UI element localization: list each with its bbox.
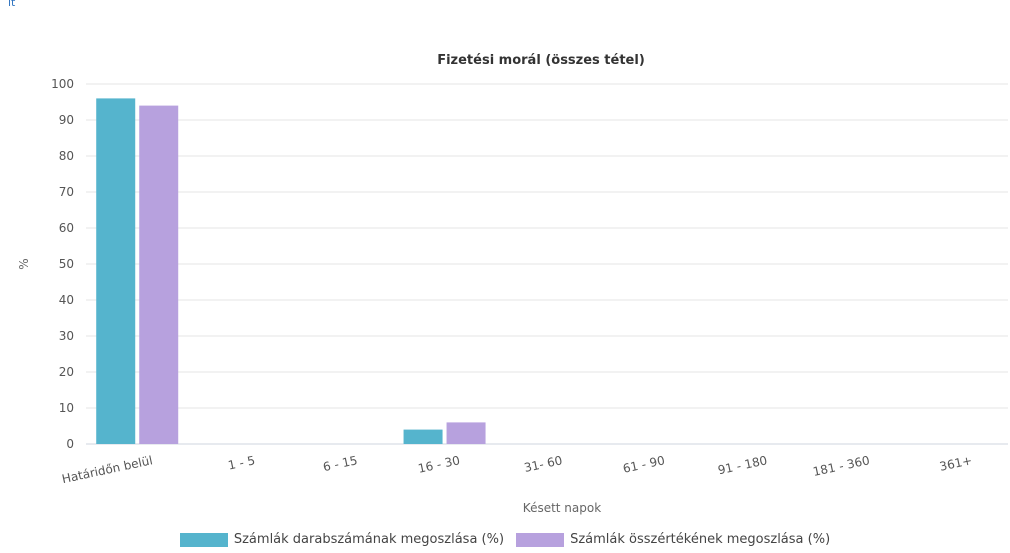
x-axis-label: Késett napok bbox=[523, 501, 601, 515]
y-tick-label-80: 80 bbox=[59, 149, 74, 163]
x-tick-label-0: Határidőn belül bbox=[61, 453, 154, 486]
y-tick-label-100: 100 bbox=[51, 77, 74, 91]
x-tick-label-1: 1 - 5 bbox=[227, 453, 257, 472]
bar-count-0 bbox=[96, 98, 136, 445]
legend-swatch-value bbox=[516, 532, 565, 547]
x-tick-label-3: 16 - 30 bbox=[417, 453, 461, 476]
bar-value-0 bbox=[139, 105, 179, 444]
corner-text: it bbox=[8, 0, 16, 9]
x-tick-label-8: 361+ bbox=[938, 453, 973, 474]
chart-title: Fizetési morál (összes tétel) bbox=[437, 53, 645, 68]
legend-item-count[interactable]: Számlák darabszámának megoszlása (%) bbox=[179, 532, 505, 547]
x-tick-label-5: 61 - 90 bbox=[622, 453, 666, 476]
y-tick-label-30: 30 bbox=[59, 329, 74, 343]
x-tick-label-7: 181 - 360 bbox=[812, 453, 871, 479]
y-tick-label-60: 60 bbox=[59, 221, 74, 235]
y-tick-label-50: 50 bbox=[59, 257, 74, 271]
chart-legend: Számlák darabszámának megoszlása (%) Szá… bbox=[0, 532, 1010, 547]
y-tick-label-10: 10 bbox=[59, 401, 74, 415]
y-tick-label-90: 90 bbox=[59, 113, 74, 127]
bar-chart: Fizetési morál (összes tétel) 0 10 20 30 40 50… bbox=[17, 53, 1008, 515]
x-tick-label-4: 31- 60 bbox=[523, 453, 564, 475]
bar-value-3 bbox=[446, 422, 486, 444]
legend-label-value: Számlák összértékének megoszlása (%) bbox=[570, 532, 831, 547]
y-axis-label: % bbox=[17, 258, 31, 269]
y-tick-label-70: 70 bbox=[59, 185, 74, 199]
y-tick-label-0: 0 bbox=[66, 437, 74, 451]
bar-count-3 bbox=[403, 429, 443, 444]
x-tick-label-6: 91 - 180 bbox=[717, 453, 769, 477]
y-tick-label-40: 40 bbox=[59, 293, 74, 307]
legend-swatch-count bbox=[179, 532, 228, 547]
legend-label-count: Számlák darabszámának megoszlása (%) bbox=[233, 532, 505, 547]
legend-item-value[interactable]: Számlák összértékének megoszlása (%) bbox=[516, 532, 830, 547]
y-tick-label-20: 20 bbox=[59, 365, 74, 379]
x-tick-label-2: 6 - 15 bbox=[322, 453, 359, 474]
